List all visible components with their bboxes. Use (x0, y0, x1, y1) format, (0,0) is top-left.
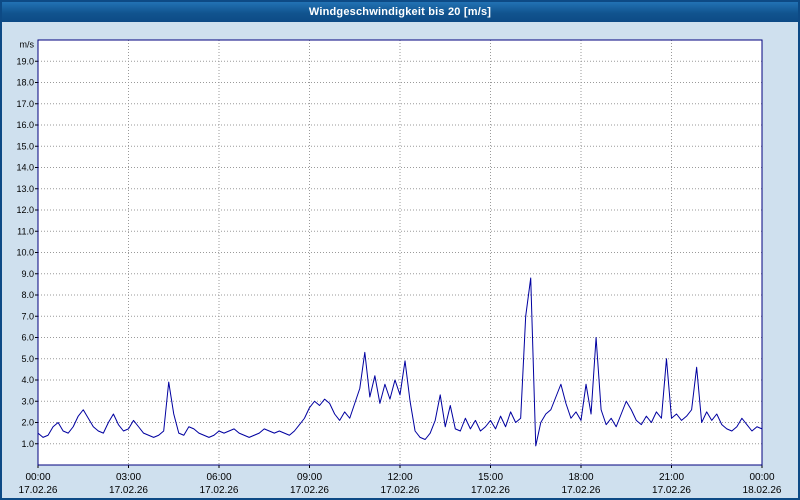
svg-text:17.02.26: 17.02.26 (290, 485, 329, 496)
grid (38, 40, 762, 465)
svg-text:4.0: 4.0 (21, 375, 34, 385)
y-axis-unit: m/s (20, 39, 35, 49)
svg-text:8.0: 8.0 (21, 290, 34, 300)
svg-text:1.0: 1.0 (21, 439, 34, 449)
svg-text:17.02.26: 17.02.26 (471, 485, 510, 496)
svg-text:19.0: 19.0 (16, 56, 34, 66)
svg-text:15:00: 15:00 (478, 472, 503, 483)
svg-text:10.0: 10.0 (16, 248, 34, 258)
svg-text:06:00: 06:00 (206, 472, 231, 483)
svg-text:17.02.26: 17.02.26 (19, 485, 58, 496)
svg-text:17.02.26: 17.02.26 (652, 485, 691, 496)
svg-text:12.0: 12.0 (16, 205, 34, 215)
wind-speed-chart: 1.0 2.0 3.0 4.0 5.0 6.0 7.0 8.0 9.0 10.0 11.0 12.0 1… (16, 39, 782, 496)
svg-text:00:00: 00:00 (749, 472, 774, 483)
svg-text:21:00: 21:00 (659, 472, 684, 483)
y-axis-labels: 1.0 2.0 3.0 4.0 5.0 6.0 7.0 8.0 9.0 10.0 11.0 12.0 1… (16, 56, 34, 449)
svg-text:09:00: 09:00 (297, 472, 322, 483)
title-bar: Windgeschwindigkeit bis 20 [m/s] (2, 2, 798, 22)
svg-text:15.0: 15.0 (16, 141, 34, 151)
svg-text:5.0: 5.0 (21, 354, 34, 364)
svg-text:3.0: 3.0 (21, 396, 34, 406)
svg-text:9.0: 9.0 (21, 269, 34, 279)
svg-text:17.02.26: 17.02.26 (200, 485, 239, 496)
svg-text:13.0: 13.0 (16, 184, 34, 194)
x-axis-labels: 00:00 17.02.26 03:00 17.02.26 06:00 17.02.26 0… (19, 472, 782, 496)
svg-text:17.0: 17.0 (16, 99, 34, 109)
plot-border (37, 39, 763, 466)
svg-text:00:00: 00:00 (25, 472, 50, 483)
svg-text:11.0: 11.0 (17, 226, 34, 236)
svg-text:16.0: 16.0 (16, 120, 34, 130)
svg-text:6.0: 6.0 (21, 333, 34, 343)
svg-text:03:00: 03:00 (116, 472, 141, 483)
svg-text:12:00: 12:00 (387, 472, 412, 483)
svg-text:17.02.26: 17.02.26 (562, 485, 601, 496)
svg-text:14.0: 14.0 (16, 163, 34, 173)
svg-text:2.0: 2.0 (21, 418, 34, 428)
svg-text:18:00: 18:00 (568, 472, 593, 483)
page-title: Windgeschwindigkeit bis 20 [m/s] (308, 6, 492, 18)
svg-text:17.02.26: 17.02.26 (109, 485, 148, 496)
svg-text:17.02.26: 17.02.26 (381, 485, 420, 496)
svg-text:7.0: 7.0 (21, 311, 34, 321)
svg-text:18.0: 18.0 (16, 78, 34, 88)
svg-text:18.02.26: 18.02.26 (743, 485, 782, 496)
wind-speed-line (37, 277, 763, 447)
